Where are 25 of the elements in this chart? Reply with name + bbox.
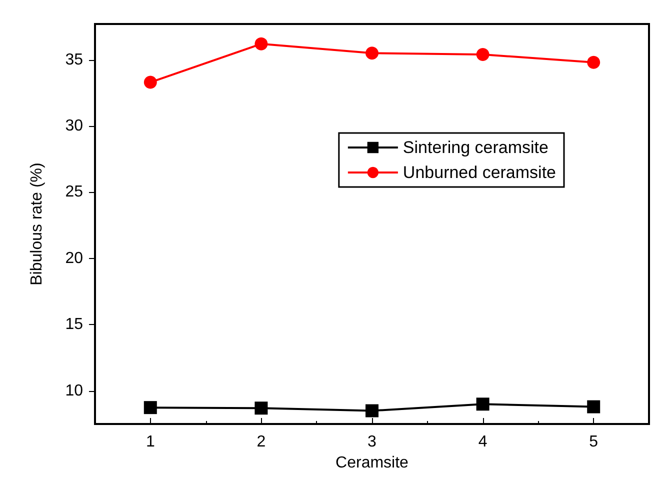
legend-label: Unburned ceramsite: [402, 163, 556, 182]
y-tick-label: 20: [65, 250, 84, 267]
legend-label: Sintering ceramsite: [402, 138, 548, 157]
y-axis-title: Bibulous rate (%): [28, 162, 46, 286]
point: [366, 46, 378, 60]
y-tick-label: 30: [65, 117, 84, 134]
x-axis-title: Ceramsite: [336, 454, 409, 472]
point: [476, 398, 490, 411]
x-tick-label: 4: [478, 434, 488, 450]
point: [366, 404, 378, 418]
x-tick-label: 1: [146, 434, 155, 450]
x-tick-label: 5: [589, 434, 598, 450]
x-tick-label: 2: [256, 434, 266, 450]
y-tick-label: 25: [65, 184, 84, 201]
y-tick-label: 10: [65, 382, 84, 400]
point: [587, 56, 600, 69]
point: [144, 76, 157, 89]
y-tick-label: 15: [65, 316, 84, 334]
point: [144, 401, 157, 414]
point: [254, 37, 268, 50]
point: [476, 48, 490, 61]
point: [254, 402, 268, 415]
y-tick-label: 35: [65, 51, 84, 68]
x-tick-label: 3: [368, 434, 377, 450]
point: [587, 400, 600, 414]
